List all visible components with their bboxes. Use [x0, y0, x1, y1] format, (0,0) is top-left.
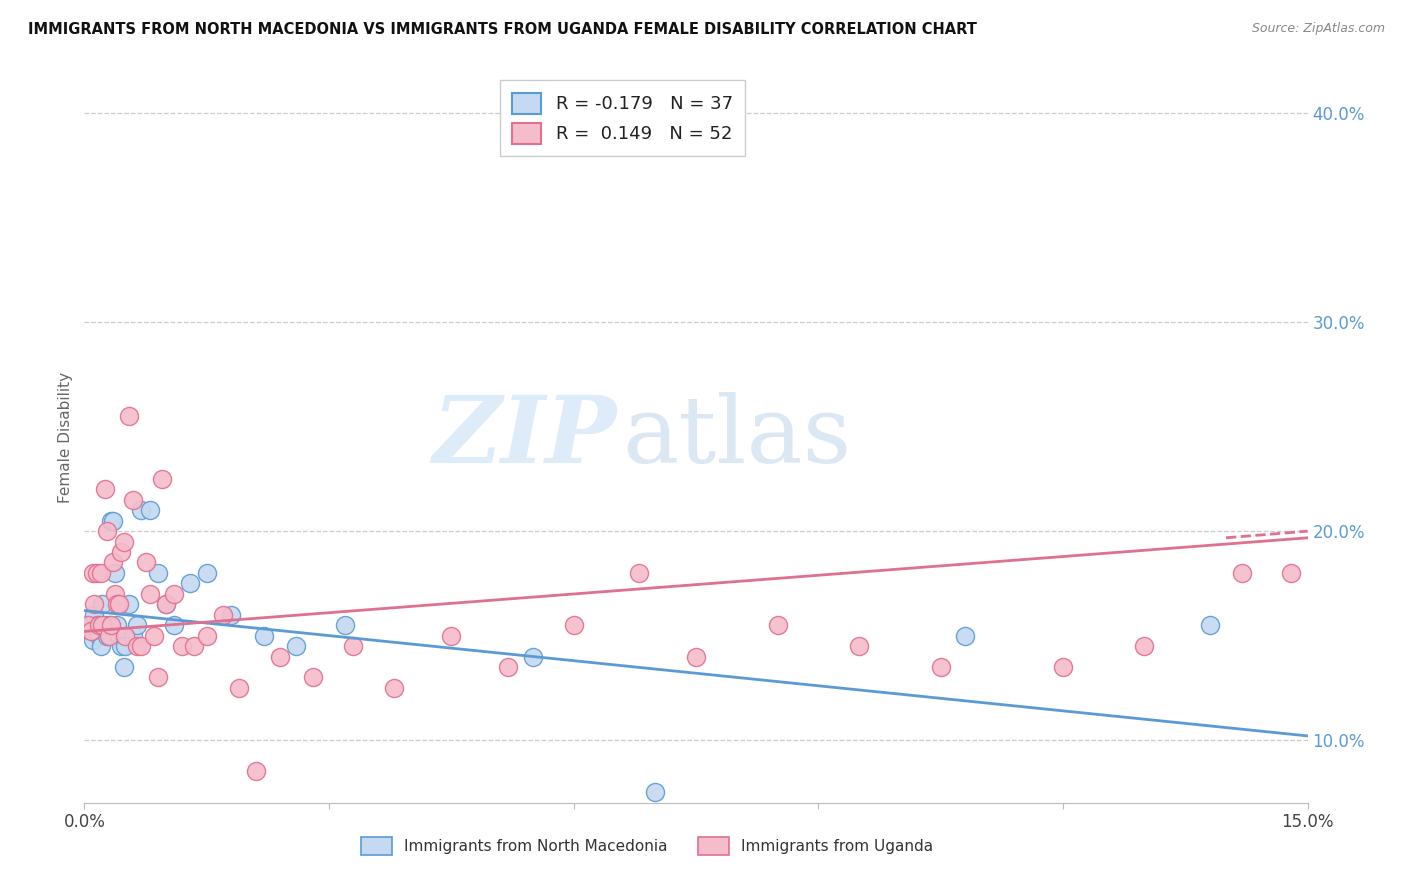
Point: [80, 624, 103, 639]
Point: [82, 632, 104, 647]
Point: [118, 409, 141, 424]
Point: [301, 670, 323, 684]
Point: [100, 514, 122, 528]
Point: [83, 607, 105, 622]
Point: [97, 618, 120, 632]
Point: [114, 639, 136, 653]
Point: [101, 514, 124, 528]
Point: [122, 492, 145, 507]
Point: [150, 472, 173, 486]
Point: [138, 587, 160, 601]
Point: [127, 618, 149, 632]
Text: ZIP: ZIP: [432, 392, 616, 482]
Point: [104, 587, 127, 601]
Point: [1052, 660, 1074, 674]
Point: [127, 639, 149, 653]
Point: [155, 597, 177, 611]
Point: [93, 483, 117, 497]
Point: [86, 566, 108, 580]
Point: [80, 624, 103, 639]
Point: [91, 597, 114, 611]
Point: [87, 629, 110, 643]
Point: [342, 639, 364, 653]
Point: [122, 629, 145, 643]
Point: [228, 681, 250, 695]
Point: [105, 618, 128, 632]
Point: [163, 587, 186, 601]
Point: [108, 629, 131, 643]
Y-axis label: Female Disability: Female Disability: [58, 371, 73, 503]
Point: [96, 629, 118, 643]
Text: atlas: atlas: [623, 392, 852, 482]
Point: [627, 566, 650, 580]
Point: [172, 639, 194, 653]
Point: [77, 618, 100, 632]
Point: [118, 597, 141, 611]
Point: [685, 649, 707, 664]
Point: [131, 639, 153, 653]
Point: [1133, 639, 1156, 653]
Point: [929, 660, 952, 674]
Point: [195, 629, 218, 643]
Point: [562, 618, 585, 632]
Point: [245, 764, 267, 779]
Point: [766, 618, 789, 632]
Point: [101, 556, 124, 570]
Point: [440, 629, 463, 643]
Point: [644, 785, 666, 799]
Point: [335, 618, 357, 632]
Point: [1279, 566, 1302, 580]
Point: [110, 639, 132, 653]
Point: [142, 629, 165, 643]
Point: [104, 566, 127, 580]
Point: [195, 566, 218, 580]
Point: [179, 576, 201, 591]
Point: [498, 660, 520, 674]
Point: [269, 649, 291, 664]
Point: [97, 629, 120, 643]
Point: [848, 639, 870, 653]
Point: [219, 607, 242, 622]
Point: [105, 597, 128, 611]
Point: [163, 618, 186, 632]
Point: [285, 639, 308, 653]
Text: Source: ZipAtlas.com: Source: ZipAtlas.com: [1251, 22, 1385, 36]
Point: [1232, 566, 1254, 580]
Point: [90, 639, 112, 653]
Point: [155, 597, 177, 611]
Point: [253, 629, 276, 643]
Point: [212, 607, 235, 622]
Point: [953, 629, 976, 643]
Legend: Immigrants from North Macedonia, Immigrants from Uganda: Immigrants from North Macedonia, Immigra…: [356, 831, 939, 861]
Point: [77, 618, 100, 632]
Point: [138, 503, 160, 517]
Point: [146, 566, 169, 580]
Point: [100, 618, 122, 632]
Point: [83, 597, 105, 611]
Point: [112, 534, 135, 549]
Point: [183, 639, 205, 653]
Point: [87, 618, 110, 632]
Point: [86, 618, 108, 632]
Point: [82, 566, 104, 580]
Point: [96, 524, 118, 538]
Point: [110, 545, 132, 559]
Point: [382, 681, 405, 695]
Point: [522, 649, 544, 664]
Point: [146, 670, 169, 684]
Point: [93, 618, 117, 632]
Point: [90, 566, 112, 580]
Point: [108, 597, 131, 611]
Text: IMMIGRANTS FROM NORTH MACEDONIA VS IMMIGRANTS FROM UGANDA FEMALE DISABILITY CORR: IMMIGRANTS FROM NORTH MACEDONIA VS IMMIG…: [28, 22, 977, 37]
Point: [131, 503, 153, 517]
Point: [112, 660, 135, 674]
Point: [114, 629, 136, 643]
Point: [1198, 618, 1220, 632]
Point: [91, 618, 114, 632]
Point: [135, 556, 157, 570]
